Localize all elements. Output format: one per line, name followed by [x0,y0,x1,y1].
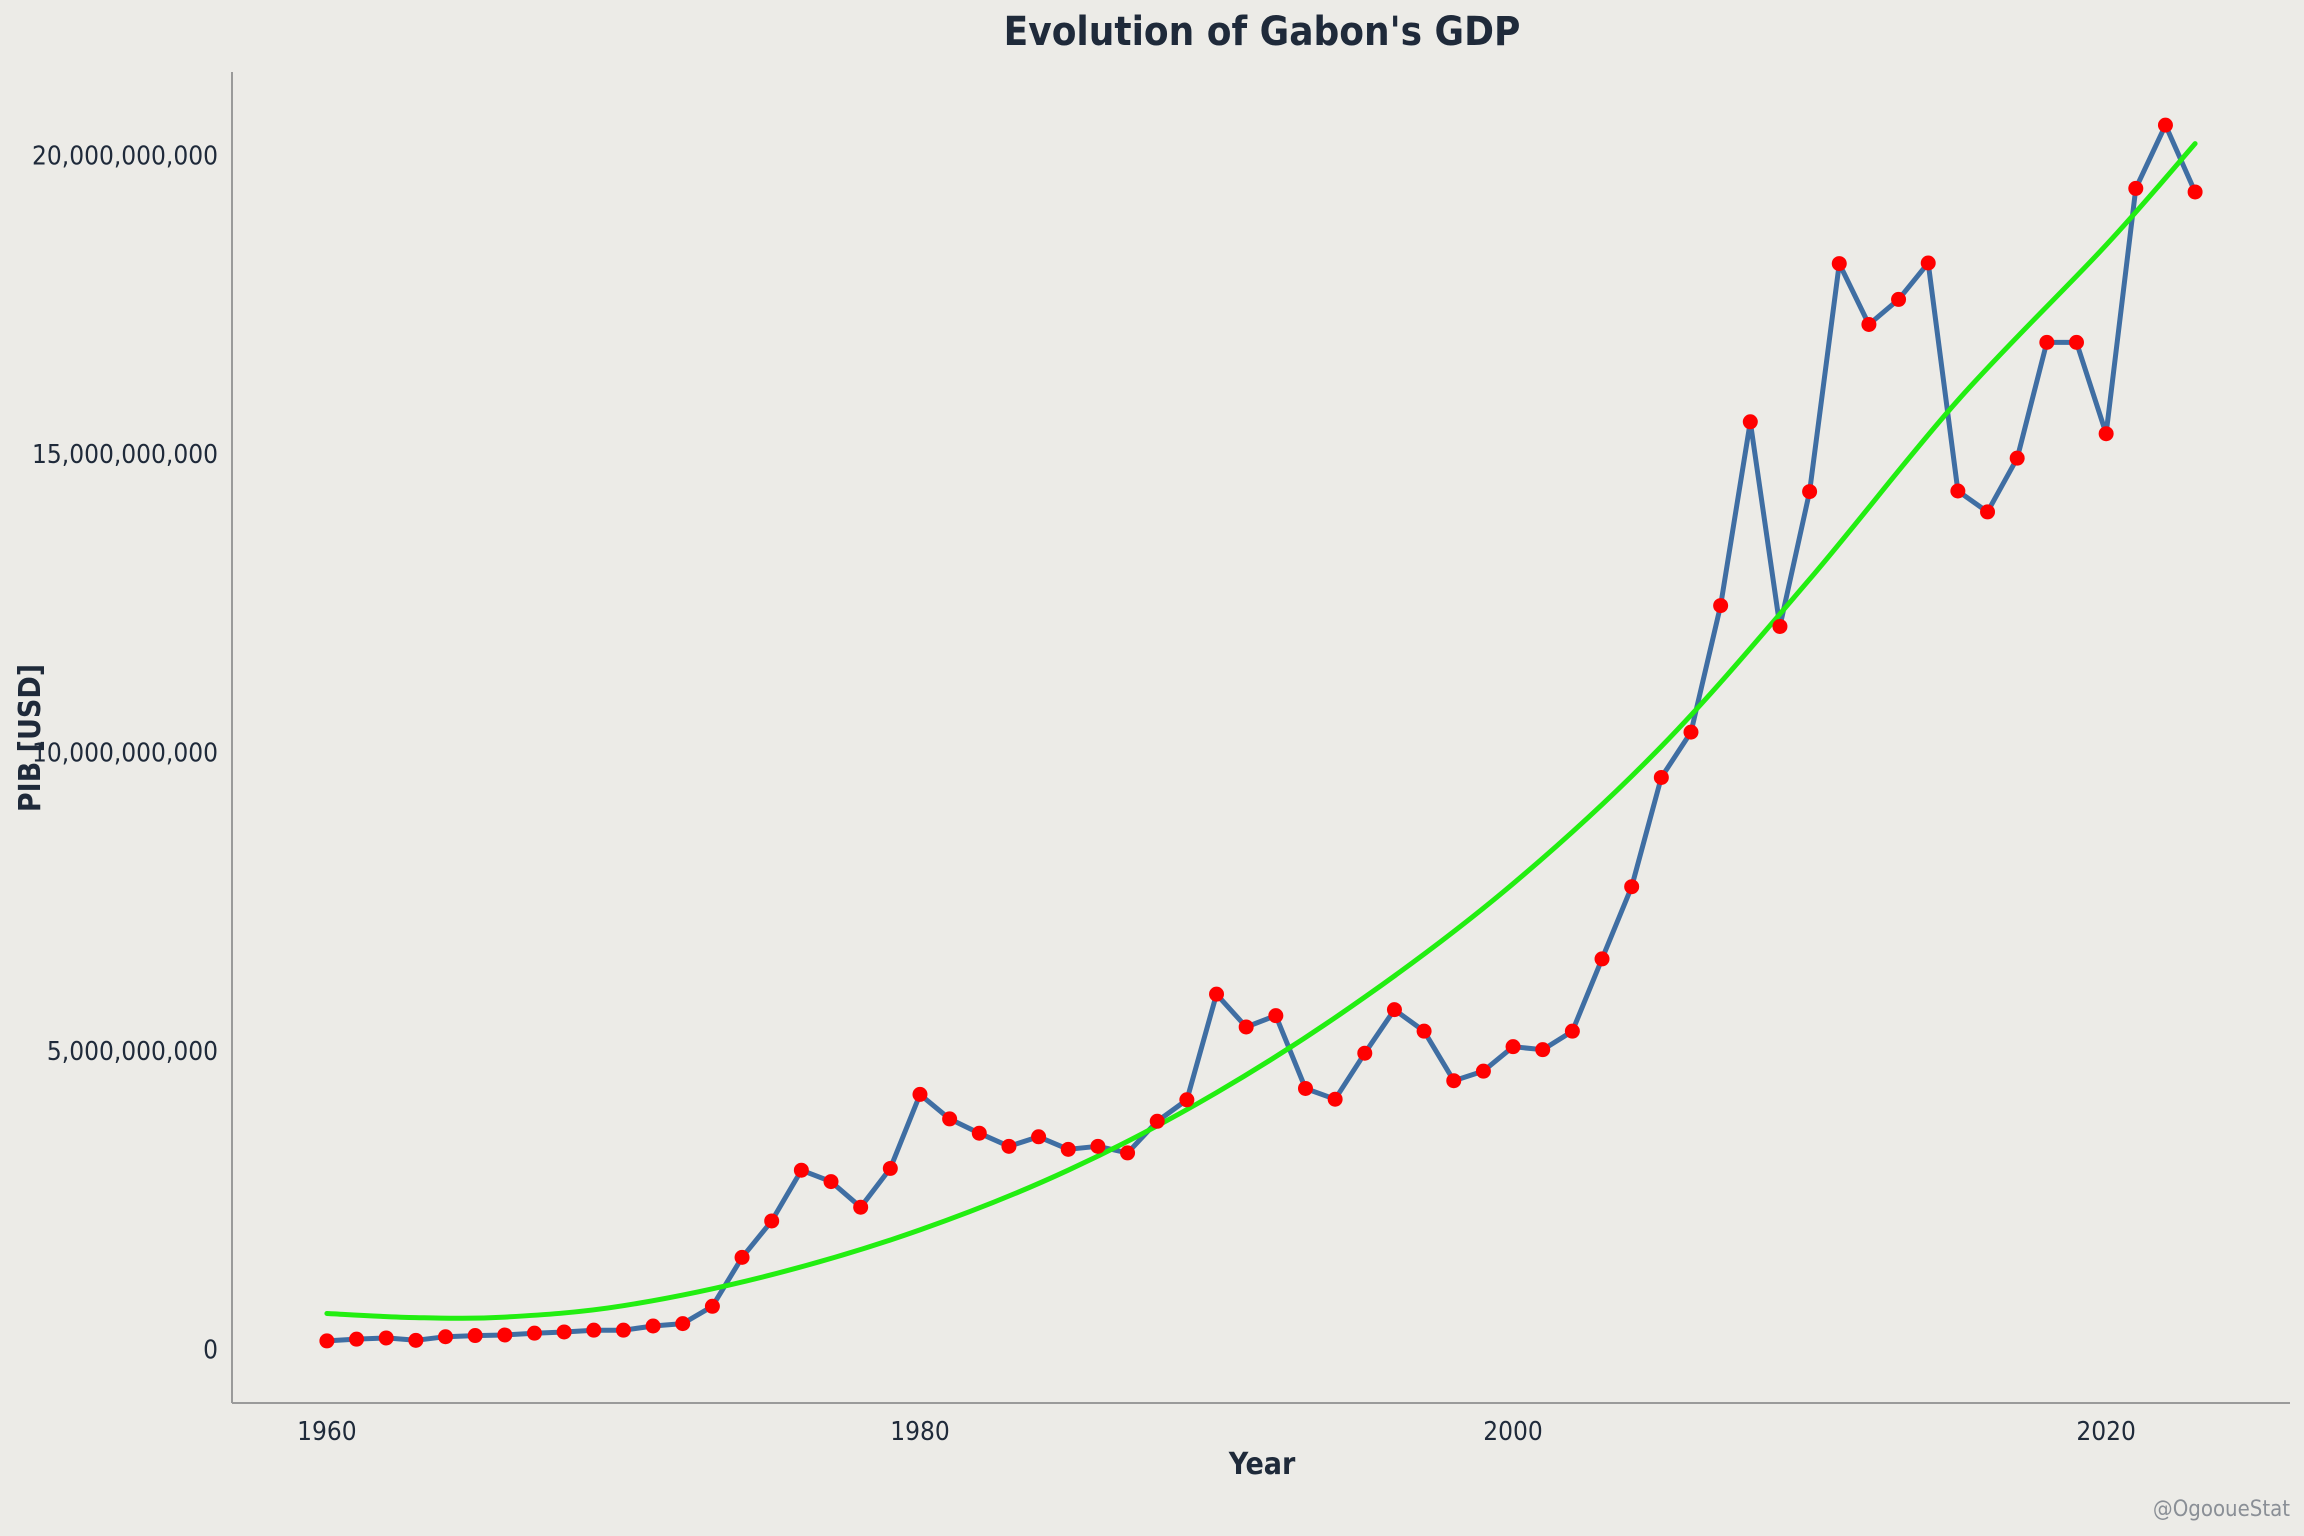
gdp-data-point [2157,117,2173,133]
gdp-data-point [2098,426,2114,442]
gdp-data-point [1535,1042,1551,1058]
gdp-data-point [2187,184,2203,200]
gdp-data-point [1683,724,1699,740]
x-tick-label: 1980 [890,1417,950,1447]
gdp-data-point [1980,504,1996,520]
gdp-data-point [1268,1008,1284,1024]
gdp-data-point [645,1318,661,1334]
x-tick-label: 2020 [2076,1417,2136,1447]
gdp-data-point [2009,450,2025,466]
gdp-data-point [912,1086,928,1102]
gdp-data-point [497,1327,513,1343]
gdp-data-point [1090,1138,1106,1154]
gdp-data-point [408,1332,424,1348]
gdp-data-point [1475,1063,1491,1079]
y-tick-label: 15,000,000,000 [32,440,218,470]
gdp-data-point [2128,180,2144,196]
gdp-data-point [1653,769,1669,785]
gdp-data-point [734,1249,750,1265]
gdp-data-point [823,1174,839,1190]
gdp-data-point [615,1322,631,1338]
gdp-data-point [1416,1023,1432,1039]
gdp-data-point [1742,414,1758,430]
y-tick-label: 5,000,000,000 [47,1037,218,1067]
gdp-data-point [319,1333,335,1349]
gdp-data-point [882,1160,898,1176]
gdp-data-point [1327,1091,1343,1107]
gdp-data-point [2068,334,2084,350]
gdp-data-point [1772,618,1788,634]
gdp-data-point [1149,1113,1165,1129]
y-axis-label: PIB [USD] [13,664,48,812]
x-axis-ticks: 1960 1980 2000 2020 [297,1417,2136,1447]
chart-title: Evolution of Gabon's GDP [1004,9,1521,55]
gdp-data-point [1713,598,1729,614]
gdp-data-point [1802,484,1818,500]
gdp-data-point [1120,1145,1136,1161]
trend-curve [324,141,2198,1321]
gdp-data-point [971,1125,987,1141]
gdp-data-point [793,1162,809,1178]
gdp-data-point [1891,291,1907,307]
gdp-data-point [1357,1045,1373,1061]
gdp-data-point [1001,1138,1017,1154]
x-tick-label: 2000 [1483,1417,1543,1447]
watermark: @OgooueStat [2153,1497,2290,1522]
gdp-data-point [704,1298,720,1314]
gdp-data-point [526,1325,542,1341]
gdp-series-line [324,122,2198,1344]
y-tick-label: 0 [203,1335,218,1365]
y-axis-ticks: 0 5,000,000,000 10,000,000,000 15,000,000,0… [32,142,218,1366]
x-axis-label: Year [1228,1447,1296,1482]
gdp-data-point [467,1328,483,1344]
gdp-data-point [1238,1019,1254,1035]
gdp-data-point [764,1213,780,1229]
gdp-data-point [1386,1002,1402,1018]
gdp-data-point [1920,255,1936,271]
plot-area [319,117,2203,1349]
gdp-data-point [1594,951,1610,967]
gdp-data-point [1831,256,1847,272]
gdp-data-point [1950,483,1966,499]
gdp-data-point [1179,1092,1195,1108]
gdp-data-point [1564,1023,1580,1039]
y-tick-label: 20,000,000,000 [32,142,218,172]
gdp-data-point [556,1324,572,1340]
gdp-data-point [675,1316,691,1332]
gdp-data-point [2039,334,2055,350]
gdp-data-point [1297,1080,1313,1096]
gdp-data-point [1060,1141,1076,1157]
gdp-data-point [378,1330,394,1346]
gdp-data-point [942,1111,958,1127]
gdp-data-point [1505,1039,1521,1055]
gdp-data-point [853,1199,869,1215]
gdp-data-point [349,1331,365,1347]
gdp-data-point [1209,986,1225,1002]
x-tick-label: 1960 [297,1417,357,1447]
y-tick-label: 10,000,000,000 [32,738,218,768]
gdp-data-point [1031,1129,1047,1145]
gdp-data-point [1861,316,1877,332]
gdp-data-point [586,1322,602,1338]
gdp-data-point [1624,879,1640,895]
gdp-data-point [1446,1073,1462,1089]
gdp-data-point [438,1329,454,1345]
